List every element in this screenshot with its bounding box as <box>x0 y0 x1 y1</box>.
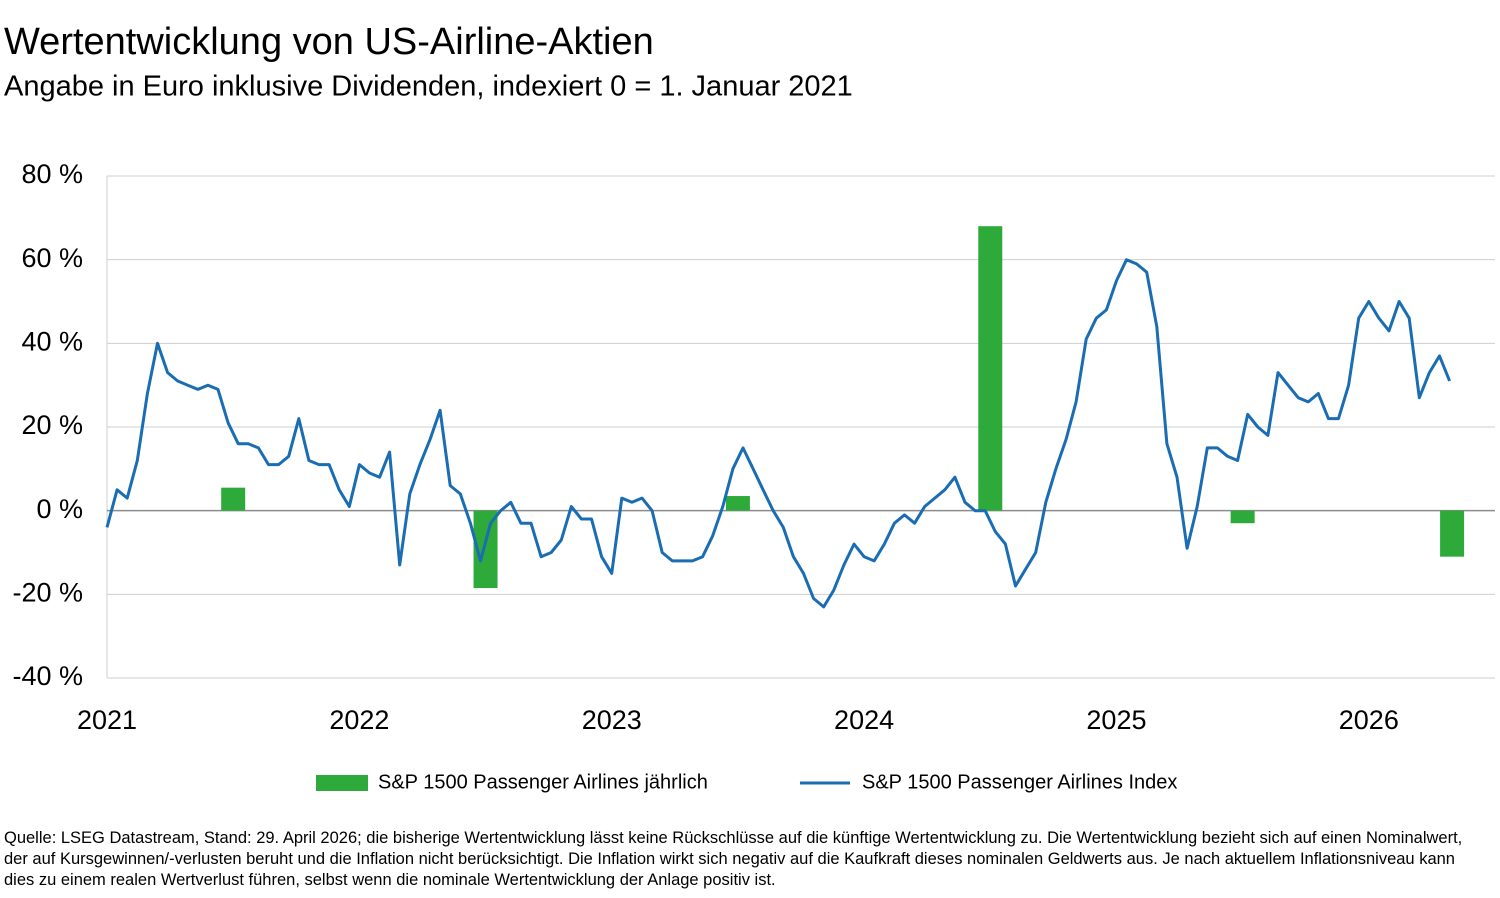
chart-title: Wertentwicklung von US-Airline-Aktien <box>4 21 654 63</box>
x-tick-label: 2024 <box>834 705 894 735</box>
y-tick-label: -20 % <box>12 577 83 607</box>
y-tick-label: 80 % <box>21 159 83 189</box>
index-line <box>105 258 1451 609</box>
y-tick-label: -40 % <box>12 661 83 691</box>
x-tick-label: 2023 <box>582 705 642 735</box>
x-tick-label: 2025 <box>1086 705 1146 735</box>
bar <box>725 496 750 511</box>
bar <box>1440 510 1465 557</box>
bar <box>221 487 246 511</box>
y-tick-label: 60 % <box>21 243 83 273</box>
y-tick-label: 0 % <box>36 494 83 524</box>
bar <box>978 226 1003 511</box>
legend-label: S&P 1500 Passenger Airlines Index <box>862 771 1177 793</box>
y-tick-label: 20 % <box>21 410 83 440</box>
y-tick-label: 40 % <box>21 326 83 356</box>
legend-label: S&P 1500 Passenger Airlines jährlich <box>378 771 708 793</box>
chart-subtitle: Angabe in Euro inklusive Dividenden, ind… <box>4 71 853 103</box>
x-tick-label: 2026 <box>1339 705 1399 735</box>
chart: Wertentwicklung von US-Airline-Aktien An… <box>4 21 1495 793</box>
x-tick-label: 2021 <box>77 705 137 735</box>
legend-swatch <box>316 775 368 791</box>
source-note: Quelle: LSEG Datastream, Stand: 29. Apri… <box>4 829 1463 889</box>
x-tick-label: 2022 <box>329 705 389 735</box>
bar <box>1230 510 1255 524</box>
